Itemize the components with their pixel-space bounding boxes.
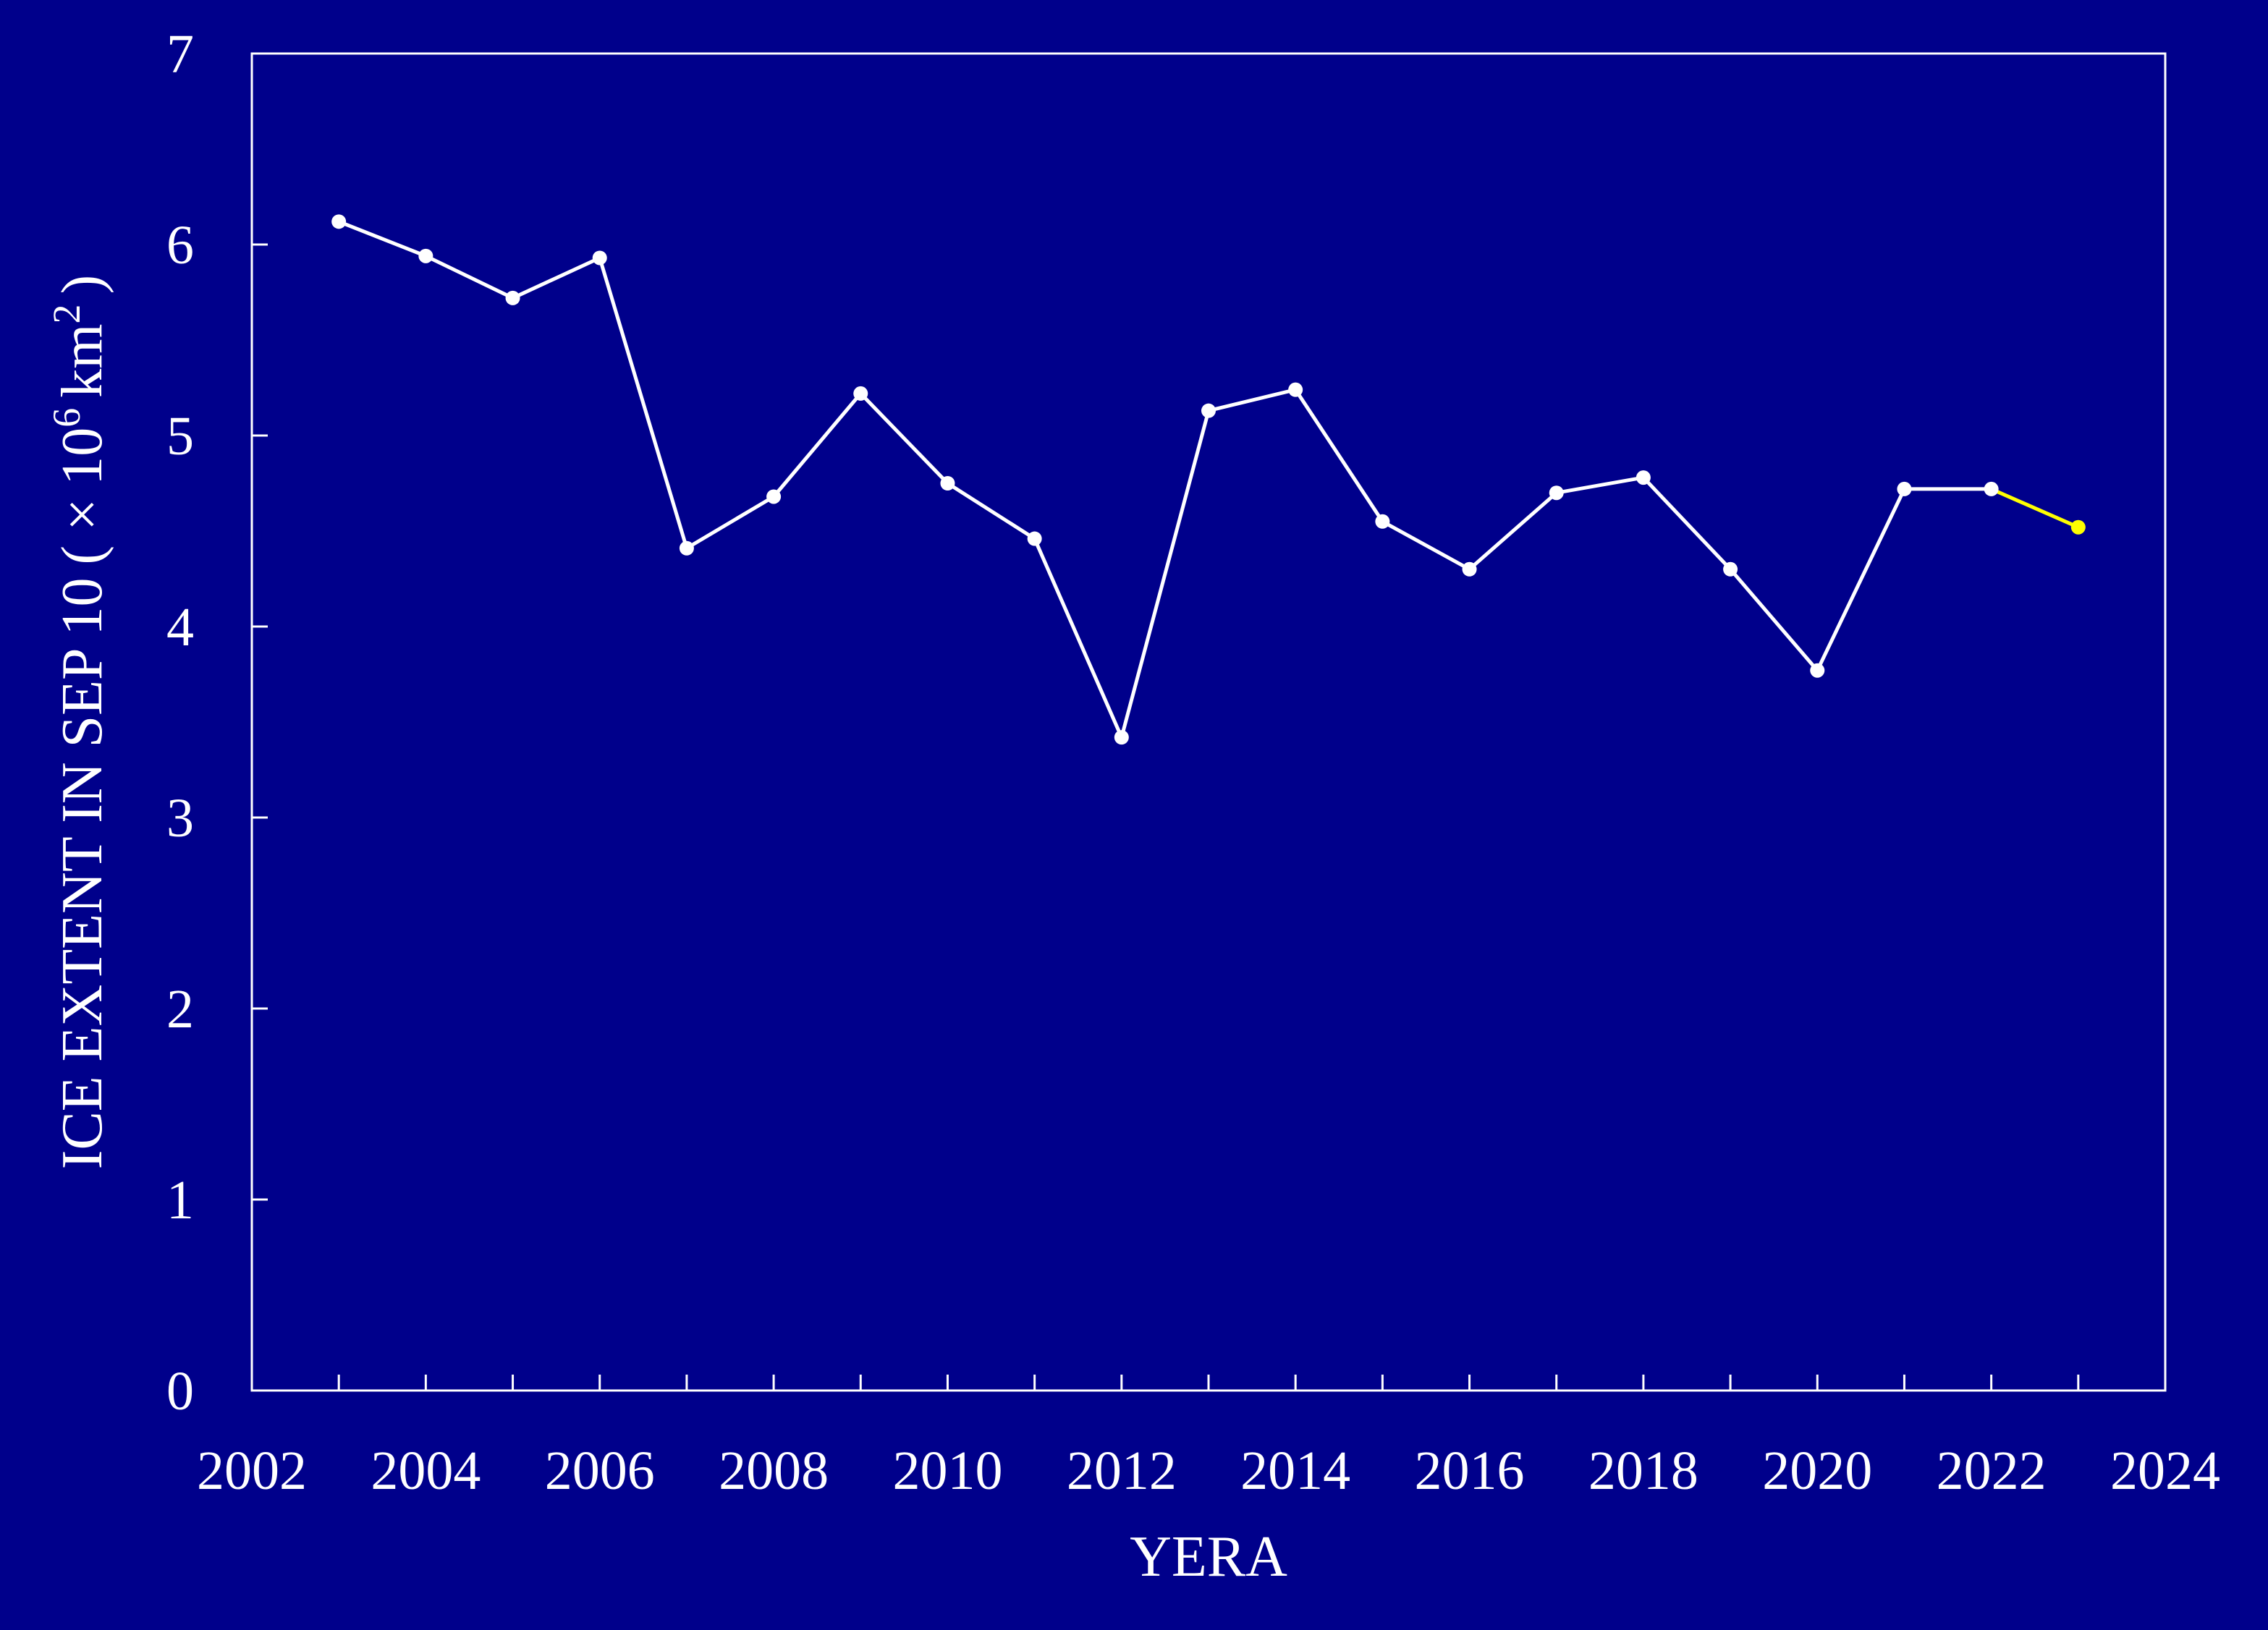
y-axis-ticks: 0 1 2 3 4 5 6 7: [166, 24, 268, 1422]
x-axis-ticks: 2002 2004 2006 2008 2010 2012 2014 2016 2018 2020…: [197, 1375, 2220, 1501]
y-axis-label: ICE EXTENT IN SEP 10 ( × 106 km2): [45, 275, 114, 1169]
y-tick-label: 2: [166, 979, 194, 1040]
data-point: [505, 290, 520, 305]
x-tick-label: 2022: [1937, 1440, 2047, 1501]
y-tick-label: 6: [166, 215, 194, 276]
x-tick-label: 2010: [892, 1440, 1002, 1501]
data-point: [1114, 730, 1129, 745]
y-axis-unit-base-exp: 6: [45, 408, 88, 428]
data-point: [1201, 403, 1216, 418]
x-tick-label: 2008: [719, 1440, 829, 1501]
data-point: [679, 540, 694, 556]
x-tick-label: 2018: [1588, 1440, 1698, 1501]
x-tick-label: 2024: [2110, 1440, 2220, 1501]
plot-frame: [250, 52, 2167, 1392]
data-point: [1810, 663, 1825, 678]
x-tick-label: 2016: [1415, 1440, 1525, 1501]
data-point: [1375, 514, 1390, 529]
series-line-1: [338, 219, 1992, 739]
y-tick-label: 1: [166, 1170, 194, 1231]
y-axis-unit-base: 10: [51, 428, 114, 485]
y-axis-unit-close: ): [51, 275, 114, 294]
series-layer: [331, 214, 2086, 745]
y-axis-unit-unit: km: [51, 323, 114, 397]
data-point: [331, 214, 347, 229]
x-tick-label: 2006: [545, 1440, 655, 1501]
data-point: [1288, 382, 1303, 397]
x-tick-label: 2012: [1067, 1440, 1177, 1501]
data-point: [1462, 561, 1477, 577]
y-tick-label: 0: [166, 1361, 194, 1422]
y-axis-label-main: ICE EXTENT IN SEP 10: [51, 577, 114, 1169]
data-point: [1027, 531, 1042, 546]
series-line-2: [1990, 487, 2079, 530]
data-point: [1897, 481, 1912, 496]
x-tick-label: 2014: [1240, 1440, 1350, 1501]
y-tick-label: 5: [166, 406, 194, 467]
data-point: [853, 386, 868, 401]
data-point: [1549, 485, 1564, 501]
y-tick-label: 7: [166, 24, 194, 85]
data-point: [1984, 481, 1999, 496]
y-axis-unit-unit-exp: 2: [45, 304, 88, 323]
y-axis-unit-open: ( ×: [51, 498, 114, 565]
y-tick-label: 3: [166, 788, 194, 849]
data-point: [940, 476, 955, 491]
data-point: [2070, 519, 2086, 535]
data-point: [1723, 561, 1738, 577]
x-tick-label: 2020: [1762, 1440, 1872, 1501]
data-point: [1636, 470, 1651, 485]
data-point: [766, 489, 782, 504]
x-tick-label: 2004: [371, 1440, 481, 1501]
data-point: [418, 248, 433, 263]
data-point: [592, 250, 607, 266]
x-axis-label: YERA: [1130, 1525, 1287, 1589]
x-tick-label: 2002: [197, 1440, 307, 1501]
y-tick-label: 4: [166, 597, 194, 658]
